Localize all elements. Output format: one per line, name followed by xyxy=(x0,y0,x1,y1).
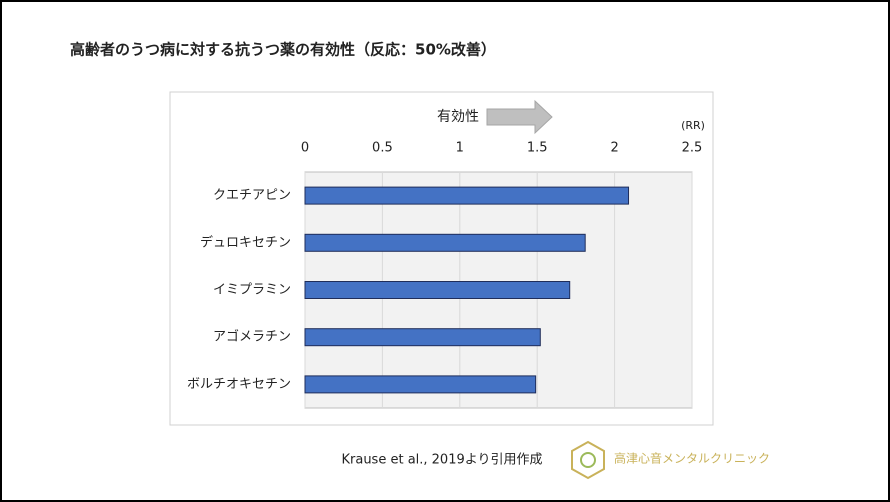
logo-text: 高津心音メンタルクリニック xyxy=(614,451,770,466)
bar xyxy=(304,233,586,252)
logo-icon-inner xyxy=(580,452,596,468)
bar xyxy=(304,328,541,347)
x-tick-label: 1.5 xyxy=(527,141,548,156)
x-tick-label: 1 xyxy=(456,141,464,156)
x-tick-label: 2 xyxy=(610,141,618,156)
annotation: 有効性 xyxy=(437,109,479,125)
axis-unit: (RR) xyxy=(681,119,705,132)
y-tick-label: クエチアピン xyxy=(213,188,291,203)
x-tick-label: 2.5 xyxy=(682,141,703,156)
arrow xyxy=(486,99,553,135)
y-tick-label: イミプラミン xyxy=(213,283,291,298)
chart-title: 高齢者のうつ病に対する抗うつ薬の有効性（反応：50%改善） xyxy=(70,41,496,59)
bar xyxy=(304,281,571,299)
source: Krause et al., 2019より引用作成 xyxy=(341,453,542,468)
y-tick-label: デュロキセチン xyxy=(200,234,291,250)
y-tick-label: ボルチオキセチン xyxy=(187,377,291,392)
logo-icon xyxy=(571,440,605,480)
y-tick-label: アゴメラチン xyxy=(213,329,291,345)
bar xyxy=(304,186,630,205)
bar xyxy=(304,375,537,394)
x-tick-label: 0.5 xyxy=(372,141,393,156)
x-tick-label: 0 xyxy=(301,141,309,156)
